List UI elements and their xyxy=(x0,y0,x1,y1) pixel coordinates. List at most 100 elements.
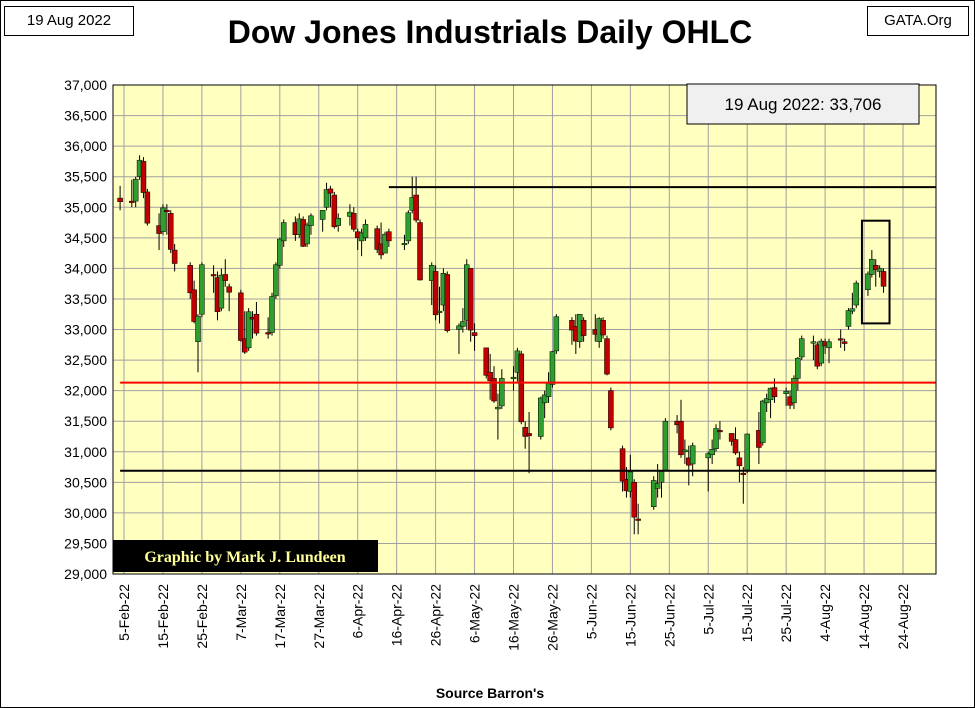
y-tick-label: 30,000 xyxy=(64,505,107,521)
candle-body xyxy=(522,427,528,437)
candle xyxy=(273,262,279,299)
candle xyxy=(841,338,848,351)
candle-body xyxy=(171,249,178,264)
candle xyxy=(678,399,684,458)
candle xyxy=(331,191,338,229)
candle-body xyxy=(510,376,517,379)
x-tick-label: 16-Apr-22 xyxy=(389,584,405,646)
candle xyxy=(171,243,178,272)
candle-body xyxy=(417,222,423,281)
candle-body xyxy=(195,315,201,342)
y-tick-label: 34,500 xyxy=(64,230,107,246)
candle-body xyxy=(604,338,610,375)
x-axis-ticks: 5-Feb-22 15-Feb-22 25-Feb-22 7-Mar-22 17-Mar… xyxy=(116,584,911,651)
candle xyxy=(619,445,626,492)
candle xyxy=(327,185,334,208)
candle-body xyxy=(351,213,357,230)
candle xyxy=(518,350,525,425)
candle-body xyxy=(382,233,388,254)
candle-body xyxy=(327,188,334,194)
candle xyxy=(650,476,657,510)
candle-body xyxy=(569,320,575,331)
candle xyxy=(374,225,380,254)
candle-body xyxy=(467,268,474,331)
y-axis-ticks: 29,000 29,500 30,000 30,500 31,000 31,500 32,0… xyxy=(64,77,107,582)
candle xyxy=(132,176,139,208)
x-tick-label: 24-Aug-22 xyxy=(895,584,911,650)
candle xyxy=(460,308,466,333)
x-axis-label: Source Barron's xyxy=(436,685,545,701)
y-tick-label: 29,000 xyxy=(64,566,107,582)
candle-body xyxy=(627,471,634,492)
candle-body xyxy=(865,273,871,291)
candle-body xyxy=(265,332,271,335)
candle xyxy=(222,259,229,287)
candle-body xyxy=(335,218,341,226)
candle-body xyxy=(436,310,443,313)
candle-body xyxy=(853,282,860,306)
y-tick-label: 37,000 xyxy=(64,77,107,93)
candle xyxy=(635,503,641,535)
candle-body xyxy=(210,274,217,277)
candle xyxy=(226,283,232,312)
credit-bg xyxy=(113,540,378,572)
candle xyxy=(717,421,723,440)
candle-body xyxy=(167,213,174,250)
site-label: GATA.Org xyxy=(867,6,969,36)
candle xyxy=(810,335,817,361)
candle-body xyxy=(187,265,193,294)
candle-body xyxy=(413,194,419,221)
y-tick-label: 29,500 xyxy=(64,535,107,551)
candle-body xyxy=(837,338,844,341)
candle xyxy=(740,467,747,504)
candle xyxy=(608,387,614,431)
candle xyxy=(277,237,283,269)
value-annotation-box xyxy=(686,83,920,125)
candle xyxy=(853,280,860,309)
candle xyxy=(269,292,275,336)
candle-body xyxy=(308,215,314,226)
candle xyxy=(662,418,669,471)
y-tick-label: 31,000 xyxy=(64,444,107,460)
x-tick-label: 5-Feb-22 xyxy=(116,584,132,641)
candle xyxy=(549,350,556,388)
candle-body xyxy=(795,357,801,379)
chart-title: Dow Jones Industrials Daily OHLC xyxy=(227,14,753,50)
candle xyxy=(654,463,661,498)
candle xyxy=(736,451,743,483)
candle xyxy=(245,308,252,351)
candle xyxy=(553,314,560,354)
candle-body xyxy=(705,453,711,459)
candle-body xyxy=(471,332,478,336)
candle xyxy=(495,393,501,440)
candle-body xyxy=(191,289,197,322)
candle-body xyxy=(658,471,665,483)
candle-body xyxy=(763,398,770,404)
candle-body xyxy=(580,320,587,336)
candle-body xyxy=(553,316,560,352)
candle-body xyxy=(432,271,439,316)
y-tick-label: 35,500 xyxy=(64,169,107,185)
candle-body xyxy=(222,274,229,281)
candle xyxy=(304,222,310,247)
candle xyxy=(795,357,801,391)
candle xyxy=(880,268,887,293)
candle xyxy=(845,308,852,330)
candle-body xyxy=(499,378,505,407)
y-tick-label: 32,000 xyxy=(64,383,107,399)
candle xyxy=(865,271,871,296)
y-tick-label: 31,500 xyxy=(64,413,107,429)
candle-body xyxy=(841,341,848,344)
candle xyxy=(253,301,260,336)
candle-body xyxy=(495,406,501,410)
candle xyxy=(487,353,493,400)
candle xyxy=(627,454,634,498)
candle-body xyxy=(323,189,330,208)
candle-body xyxy=(362,224,369,239)
candle-body xyxy=(386,231,392,242)
candle xyxy=(682,439,688,464)
y-tick-label: 34,000 xyxy=(64,260,107,276)
candle xyxy=(760,399,766,446)
candle-body xyxy=(650,480,657,508)
candle xyxy=(238,289,244,342)
